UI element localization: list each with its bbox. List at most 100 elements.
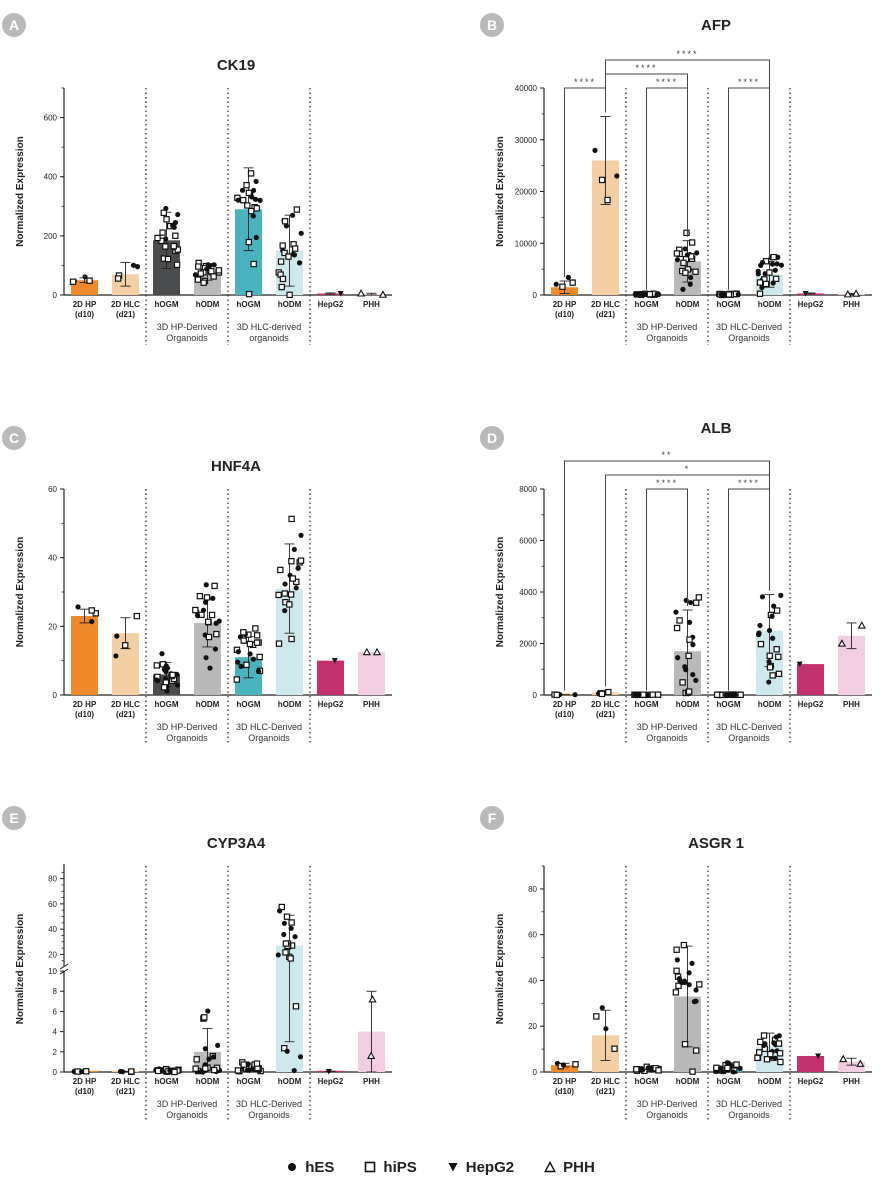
data-point-hips — [288, 558, 295, 565]
data-point-hips — [604, 196, 611, 204]
x-tick-label: PHH — [843, 1077, 860, 1086]
data-point-hes — [686, 619, 693, 625]
data-point-hips — [88, 607, 95, 614]
legend-label: HepG2 — [465, 1158, 515, 1176]
data-point-hes — [766, 659, 772, 665]
data-point-hes — [769, 261, 776, 267]
x-tick-label: hODM — [758, 700, 782, 709]
data-point-hips — [279, 275, 287, 283]
group-label: 3D HP-Derived — [637, 722, 698, 732]
x-tick-label: hOGM — [717, 300, 741, 309]
data-point-hips — [696, 981, 703, 988]
data-point-hes — [250, 187, 257, 194]
data-point-hes — [757, 622, 763, 629]
y-tick-label: 80 — [528, 885, 537, 894]
data-point-hes — [717, 1065, 724, 1071]
x-tick-label: hODM — [758, 1077, 782, 1086]
data-point-hes — [730, 1069, 737, 1075]
y-tick-label: 4000 — [519, 588, 537, 597]
data-point-hips — [676, 617, 683, 624]
data-point-hes — [683, 597, 689, 603]
y-tick-label: 40 — [48, 554, 57, 563]
y-tick-label: 20 — [528, 1022, 537, 1031]
data-point-hips — [208, 267, 215, 275]
data-point-hes — [245, 1061, 251, 1067]
x-tick-label: 2D HLC — [591, 700, 620, 709]
data-point-hes — [293, 585, 299, 591]
data-point-hips — [773, 607, 781, 614]
data-point-hips — [689, 1068, 696, 1075]
y-tick-label: 200 — [44, 232, 58, 241]
data-point-hes — [674, 957, 680, 963]
data-point-hips — [253, 632, 261, 639]
significance-label: **** — [738, 478, 760, 488]
x-tick-label: PHH — [363, 300, 380, 309]
data-point-hes — [684, 252, 691, 258]
data-point-hes — [281, 920, 287, 926]
data-point-hips — [685, 652, 692, 660]
x-tick-label: PHH — [363, 1077, 380, 1086]
data-point-hips — [252, 625, 259, 632]
data-point-hes — [211, 262, 217, 268]
data-point-hips — [559, 283, 566, 290]
data-point-hips — [247, 170, 255, 177]
panel-letter: C — [9, 430, 19, 446]
chart-panel-e: E CYP3A4 Normalized Expression 0 2 4 6 8 10 20 40 6… — [2, 806, 392, 1122]
data-point-hips — [196, 592, 204, 600]
data-point-phh — [372, 647, 382, 656]
panel-badge — [480, 806, 504, 830]
data-point-hes — [256, 668, 262, 674]
data-point-hes — [688, 599, 694, 606]
data-point-hips — [673, 946, 680, 953]
data-point-hips — [240, 196, 247, 204]
data-point-hes — [572, 692, 578, 698]
significance-label: **** — [574, 77, 596, 87]
data-point-hips — [673, 250, 681, 257]
data-point-hips — [253, 639, 261, 646]
data-point-hes — [289, 212, 296, 218]
data-point-hips — [173, 261, 181, 268]
data-point-hips — [203, 594, 211, 601]
data-point-hes — [284, 1048, 290, 1054]
x-tick-label: (d10) — [75, 1087, 94, 1096]
data-point-hes — [689, 960, 695, 966]
data-point-hips — [593, 1013, 600, 1020]
data-point-hes — [639, 1065, 645, 1072]
data-point-hips — [171, 1068, 178, 1076]
group-label: 3D HP-Derived — [157, 722, 218, 732]
data-point-hes — [247, 651, 253, 657]
data-point-hips — [162, 243, 169, 250]
data-point-hips — [633, 1066, 640, 1073]
y-axis-label: Normalized Expression — [15, 914, 26, 1025]
x-tick-label: (d21) — [596, 1087, 615, 1096]
data-point-hes — [693, 677, 699, 683]
data-point-hes — [163, 669, 169, 675]
data-point-hips — [213, 630, 220, 638]
y-tick-label: 0 — [53, 1068, 58, 1077]
data-point-hes — [675, 655, 681, 661]
data-point-hes — [674, 257, 681, 263]
x-tick-label: HepG2 — [318, 1077, 344, 1086]
x-tick-label: (d21) — [596, 710, 615, 719]
data-point-hips — [680, 259, 687, 267]
significance-label: **** — [656, 478, 678, 488]
group-label: organoids — [249, 333, 289, 343]
data-point-hips — [733, 1061, 740, 1068]
data-point-hes — [686, 982, 692, 988]
data-point-hips — [649, 691, 656, 698]
y-tick-label: 20000 — [515, 188, 538, 197]
x-tick-label: (d10) — [555, 710, 574, 719]
x-tick-label: hOGM — [155, 700, 179, 709]
data-point-hips — [208, 611, 216, 619]
group-label: 3D HLC-Derived — [716, 322, 782, 332]
y-tick-label: 0 — [53, 691, 58, 700]
data-point-hes — [200, 607, 207, 613]
data-point-phh — [378, 290, 388, 298]
data-point-hips — [163, 216, 170, 223]
bar — [317, 660, 344, 695]
data-point-hips — [205, 633, 213, 641]
data-point-hes — [194, 613, 201, 619]
x-tick-label: 2D HP — [73, 300, 97, 309]
data-point-hips — [193, 1056, 200, 1063]
chart-panel-b: B AFP Normalized Expression 0 10000 20000 3000… — [480, 13, 872, 345]
